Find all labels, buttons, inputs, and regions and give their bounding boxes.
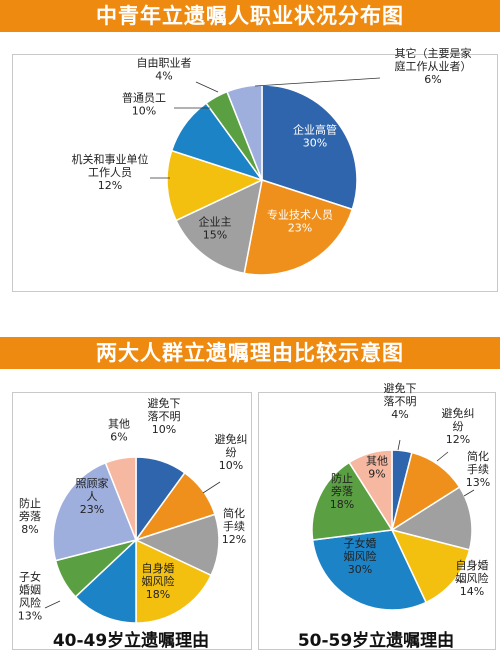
leader-line: [436, 451, 449, 462]
slice-label: 照顾家人 23%: [76, 476, 109, 516]
right-chart-title: 50-59岁立遗嘱理由: [297, 631, 455, 651]
slice-label: 子女婚姻风险 13%: [18, 570, 42, 623]
pie-slice: [175, 178, 264, 275]
pie-slice: [74, 538, 137, 624]
pie-slice: [135, 538, 213, 624]
pie-slice: [390, 528, 471, 604]
leader-line: [202, 481, 221, 494]
slice-label: 其他 6%: [108, 418, 130, 444]
slice-label: 其它（主要是家庭工作从业者） 6%: [395, 46, 472, 86]
pie-slice: [261, 84, 358, 211]
leader-line: [195, 81, 219, 93]
slice-label: 避免下落不明 10%: [148, 396, 181, 436]
pie-slice: [390, 486, 473, 551]
leader-line: [463, 489, 475, 497]
slice-label: 自由职业者 4%: [137, 56, 192, 83]
pie-slice: [226, 84, 263, 181]
slice-label: 避免下落不明 4%: [384, 381, 417, 421]
slice-label: 专业技术人员 23%: [267, 208, 333, 235]
top-chart-title: 中青年立遗嘱人职业状况分布图: [0, 0, 500, 32]
pie-slice: [243, 179, 354, 276]
slice-label: 简化手续 13%: [466, 449, 490, 489]
bottom-charts-title: 两大人群立遗嘱理由比较示意图: [0, 337, 500, 369]
slice-label: 避免纠纷 10%: [215, 432, 248, 472]
leader-line: [397, 439, 401, 451]
pie-slice: [104, 456, 137, 541]
pie-slice: [311, 529, 428, 611]
slice-label: 其他 9%: [366, 455, 388, 481]
pie-slice: [166, 149, 265, 222]
slice-label: 机关和事业单位工作人员 12%: [72, 152, 149, 192]
pie-slice: [390, 451, 461, 532]
slice-label: 自身婚姻风险 14%: [456, 558, 489, 598]
slice-label: 简化手续 12%: [222, 506, 246, 546]
pie-slice: [311, 461, 394, 541]
slice-label: 防止旁落 18%: [330, 471, 354, 511]
leader-line: [44, 600, 61, 609]
slice-label: 自身婚姻风险 18%: [142, 561, 175, 601]
slice-label: 企业高管 30%: [293, 123, 337, 150]
slice-label: 子女婚姻风险 30%: [344, 536, 377, 576]
leader-line: [254, 77, 381, 87]
left-chart-title: 40-49岁立遗嘱理由: [52, 631, 210, 651]
pie-slice: [52, 461, 138, 562]
pie-slice: [348, 449, 393, 533]
slice-label: 企业主 15%: [199, 215, 232, 242]
pie-slice: [133, 513, 220, 577]
slice-label: 防止旁落 8%: [19, 496, 41, 536]
slice-label: 避免纠纷 12%: [442, 406, 475, 446]
slice-label: 普通员工 10%: [122, 91, 166, 118]
leader-line: [454, 579, 466, 583]
